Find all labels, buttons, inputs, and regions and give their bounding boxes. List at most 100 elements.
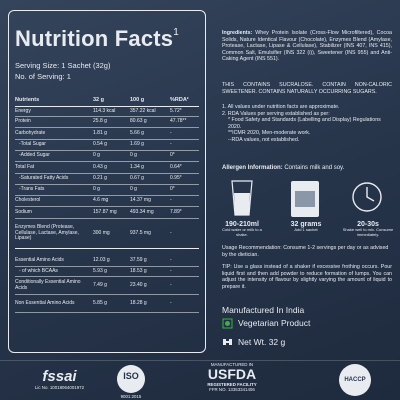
nutrition-title: Nutrition Facts bbox=[15, 26, 174, 51]
usage-shake: 20-30s Shake well to mix. Consume immedia… bbox=[340, 221, 396, 238]
nutrient-row: Carbohydrate 1.81 g 5.66 g - bbox=[15, 128, 199, 140]
nutrient-row: -Trans Fats 0 g 0 g 0* bbox=[15, 185, 199, 196]
nutrient-name: Cholesterol bbox=[15, 197, 41, 204]
glass-fill bbox=[234, 193, 250, 215]
usfda-top: MANUFACTURED IN bbox=[210, 362, 254, 367]
allergen: Allergen Information: Contains milk and … bbox=[222, 165, 344, 171]
column-header: 32 g bbox=[93, 97, 105, 104]
nutrient-value: 7.89* bbox=[170, 208, 182, 215]
nutrient-name: Enzymes Blend (Protease, Cellulase, Lact… bbox=[15, 223, 79, 242]
usage-icons bbox=[231, 180, 382, 217]
nutrient-value: 0.43 g bbox=[93, 163, 107, 170]
note: 1. All values under nutrition facts are … bbox=[222, 104, 340, 110]
nutrient-value: 5.66 g bbox=[130, 129, 144, 136]
nutrient-row: Sodium 157.87 mg 493.34 mg 7.89* bbox=[15, 207, 199, 219]
title-footnote: 1 bbox=[173, 27, 179, 38]
nutrient-name: Energy bbox=[15, 107, 31, 114]
nutrient-value: 5.93 g bbox=[93, 267, 107, 274]
column-header: %RDA² bbox=[170, 97, 189, 104]
badges-icons bbox=[222, 318, 233, 345]
nutrient-value: 4.6 mg bbox=[93, 197, 109, 204]
nutrient-row: -Saturated Fatty Acids 0.21 g 0.67 g 0.95* bbox=[15, 174, 199, 185]
nutrient-name: Protein bbox=[15, 118, 31, 125]
iso-text: ISO bbox=[123, 371, 139, 381]
usage-text: Shake well to mix. Consume immediately. bbox=[342, 227, 394, 237]
veg-icon bbox=[222, 318, 233, 329]
nutrient-value: - bbox=[170, 256, 172, 263]
veg: Vegetarian Product bbox=[238, 318, 311, 328]
note: **ICMR 2020, Men-moderate work. bbox=[228, 130, 311, 137]
nutrient-name: Essential Amino Acids bbox=[15, 256, 64, 263]
weight-icon bbox=[225, 341, 231, 343]
nutrient-value: 0 g bbox=[93, 152, 100, 159]
veg-dot bbox=[225, 321, 230, 326]
nutrient-row: Energy 114.3 kcal 357.22 kcal 5.72* bbox=[15, 107, 199, 117]
nutrient-value: 157.87 mg bbox=[93, 208, 117, 215]
nutrient-row: Conditionally Essential Amino Acids 7.49 … bbox=[15, 277, 199, 295]
nutrient-value: 1.69 g bbox=[130, 141, 144, 148]
iso-circle bbox=[117, 365, 145, 393]
nutrient-row: Cholesterol 4.6 mg 14.37 mg - bbox=[15, 196, 199, 207]
column-header: Nutrients bbox=[15, 97, 40, 104]
nutrient-value: - bbox=[170, 197, 172, 204]
usage-title: 20-30s bbox=[357, 221, 379, 228]
nutrient-row: Total Fat 0.43 g 1.34 g 0.64* bbox=[15, 162, 199, 174]
nutrient-value: 0.64* bbox=[170, 163, 182, 170]
nutrient-name: -Total Sugar bbox=[19, 141, 46, 148]
nutrient-row: Essential Amino Acids 12.03 g 37.59 g - bbox=[15, 249, 199, 267]
nutrient-value: 18.53 g bbox=[130, 267, 147, 274]
notes: 1. All values under nutrition facts are … bbox=[222, 104, 392, 144]
usage-text: Cold water or milk to a shake. bbox=[222, 227, 262, 237]
weight-icon bbox=[223, 339, 226, 345]
nutrient-value: 5.85 g bbox=[93, 299, 107, 306]
divider bbox=[0, 360, 400, 361]
nutrient-name: Non Essential Amino Acids bbox=[15, 299, 75, 306]
usage-text: Add 1 sachet bbox=[294, 227, 318, 232]
nutrient-row: Non Essential Amino Acids 5.85 g 18.28 g - bbox=[15, 295, 199, 313]
haccp-logo bbox=[339, 364, 371, 396]
nutrient-value: 12.03 g bbox=[93, 256, 110, 263]
nutrient-value: - bbox=[170, 267, 172, 274]
net-weight: Net Wt. 32 g bbox=[238, 337, 286, 347]
usfda-reg: REGISTERED FACILITY bbox=[207, 382, 257, 387]
nutrient-value: 937.5 mg bbox=[130, 229, 151, 236]
nutrient-value: 25.8 g bbox=[93, 118, 107, 125]
allergen-text: Contains milk and soy. bbox=[284, 165, 345, 171]
nutrient-value: - bbox=[170, 129, 172, 136]
nutrient-value: - bbox=[170, 281, 172, 288]
ingredients: Ingredients: Whey Protein Isolate (Cross… bbox=[222, 30, 392, 63]
nutrient-value: 0.54 g bbox=[93, 141, 107, 148]
nutrient-value: 114.3 kcal bbox=[93, 107, 116, 114]
nutrient-row: - of which BCAAs 5.93 g 18.53 g - bbox=[15, 267, 199, 277]
nutrient-value: 0 g bbox=[130, 152, 137, 159]
fssai-mark: fssai bbox=[42, 368, 77, 385]
haccp-circle bbox=[339, 364, 371, 396]
table-header: Nutrients 32 g 100 g %RDA² bbox=[15, 96, 199, 107]
nutrient-row: Protein 25.8 g 80.63 g 47.78** bbox=[15, 117, 199, 128]
nutrition-title-wrap: Nutrition Facts1 bbox=[15, 26, 179, 52]
nutrient-row: -Added Sugar 0 g 0 g 0* bbox=[15, 151, 199, 162]
nutrient-name: Total Fat bbox=[15, 163, 35, 170]
ingredients-text: Whey Protein Isolate (Cross-Flow Microfi… bbox=[222, 30, 392, 63]
clock-hands bbox=[366, 187, 375, 202]
sachet-window bbox=[295, 191, 315, 207]
note: * Food Safety and Standards (Labelling a… bbox=[228, 117, 381, 130]
nutrient-value: 0.67 g bbox=[130, 175, 144, 182]
nutrient-value: 0* bbox=[170, 186, 175, 193]
nutrient-value: 0.21 g bbox=[93, 175, 107, 182]
iso-logo bbox=[117, 365, 145, 393]
nutrient-value: 0* bbox=[170, 152, 175, 159]
nutrient-value: - bbox=[170, 141, 172, 148]
usage-liquid: 190-210ml Cold water or milk to a shake. bbox=[218, 221, 266, 238]
serving-size: Serving Size: 1 Sachet (32g) bbox=[15, 61, 111, 70]
nutrient-value: 80.63 g bbox=[130, 118, 147, 125]
nutrient-value: 18.28 g bbox=[130, 299, 147, 306]
iso-number: 9001:2015 bbox=[120, 394, 142, 399]
usage-title: 32 grams bbox=[290, 221, 322, 228]
nutrient-name: Sodium bbox=[15, 208, 32, 215]
nutrient-value: 493.34 mg bbox=[130, 208, 154, 215]
nutrient-value: 0.95* bbox=[170, 175, 182, 182]
nutrient-value: 1.81 g bbox=[93, 129, 107, 136]
column-header: 100 g bbox=[130, 97, 145, 104]
nutrient-value: - bbox=[170, 229, 172, 236]
